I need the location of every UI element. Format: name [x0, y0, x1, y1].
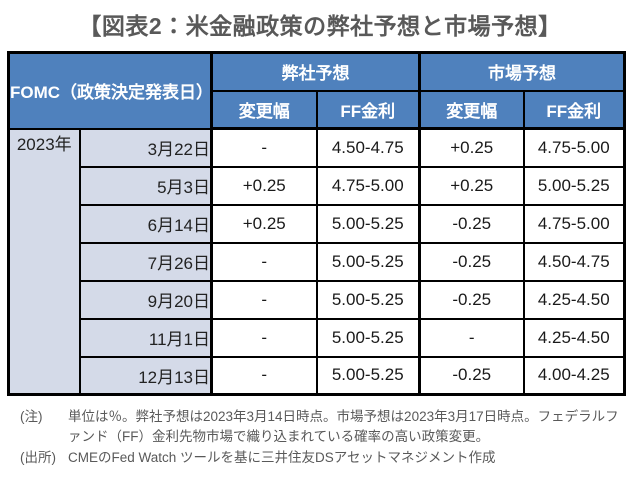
our-ff-rate-cell: 5.00-5.25 [315, 355, 421, 396]
market-ff-rate-cell: 4.00-4.25 [522, 355, 626, 396]
market-ff-rate-cell: 4.25-4.50 [522, 317, 626, 358]
table-row: 7月26日 -5.00-5.25 -0.25 4.50-4.75 [9, 241, 626, 282]
our-ff-rate-cell: 5.00-5.25 [315, 203, 421, 244]
market-forecast-header: 市場予想 [418, 51, 626, 92]
market-ff-rate-cell: 5.00-5.25 [522, 165, 626, 206]
forecast-table: FOMC（政策決定発表日） 弊社予想 市場予想 変更幅 FF金利 変更幅 FF金… [7, 51, 627, 396]
market-change-cell: -0.25 [418, 241, 525, 282]
date-cell: 5月3日 [78, 165, 213, 206]
our-change-cell: - [210, 279, 318, 320]
note-label: (注) [20, 409, 43, 424]
market-change-cell: +0.25 [418, 165, 525, 206]
fomc-header-cell: FOMC（政策決定発表日） [7, 51, 213, 130]
table-row: 11月1日 -5.00-5.25-4.25-4.50 [9, 317, 626, 358]
table-header: FOMC（政策決定発表日） 弊社予想 市場予想 変更幅 FF金利 変更幅 FF金… [7, 51, 626, 130]
date-cell: 3月22日 [78, 127, 213, 168]
year-cell: 2023年 [7, 127, 81, 396]
market-ff-rate-cell: 4.75-5.00 [522, 127, 626, 168]
date-cell: 12月13日 [78, 355, 213, 396]
our-ff-rate-cell: 5.00-5.25 [315, 241, 421, 282]
market-change-header: 変更幅 [418, 89, 525, 130]
our-ff-rate-cell: 5.00-5.25 [315, 317, 421, 358]
our-change-cell: - [210, 355, 318, 396]
our-change-cell: - [210, 127, 318, 168]
date-cell: 9月20日 [78, 279, 213, 320]
our-ff-rate-cell: 5.00-5.25 [315, 279, 421, 320]
source-label: (出所) [20, 449, 56, 465]
note-text: 単位は％。弊社予想は2023年3月14日時点。市場予想は2023年3月17日時点… [68, 409, 619, 445]
table-row: 12月13日 -5.00-5.25 -0.25 4.00-4.25 [9, 355, 626, 396]
our-ff-rate-header: FF金利 [315, 89, 421, 130]
market-ff-rate-cell: 4.25-4.50 [522, 279, 626, 320]
market-change-cell: -0.25 [418, 355, 525, 396]
table-row: 6月14日 +0.25 5.00-5.25 -0.25 4.75-5.00 [9, 203, 626, 244]
table-row: 2023年 3月22日 -4.50-4.75 +0.25 4.75-5.00 [7, 127, 626, 396]
date-cell: 6月14日 [78, 203, 213, 244]
table-row: 5月3日 +0.25 4.75-5.00 +0.25 5.00-5.25 [9, 165, 626, 206]
our-forecast-header: 弊社予想 [210, 51, 421, 92]
market-ff-rate-cell: 4.75-5.00 [522, 203, 626, 244]
table-body: 2023年 3月22日 -4.50-4.75 +0.25 4.75-5.00 5月3日 +0… [7, 127, 626, 396]
our-change-header: 変更幅 [210, 89, 318, 130]
our-change-cell: +0.25 [210, 203, 318, 244]
market-ff-rate-header: FF金利 [522, 89, 626, 130]
market-change-cell: -0.25 [418, 203, 525, 244]
market-change-cell: +0.25 [418, 127, 525, 168]
page-title: 【図表2：米金融政策の弊社予想と市場予想】 [78, 13, 562, 39]
our-change-cell: +0.25 [210, 165, 318, 206]
our-ff-rate-cell: 4.50-4.75 [315, 127, 421, 168]
date-cell: 7月26日 [78, 241, 213, 282]
footnotes: (注) 単位は％。弊社予想は2023年3月14日時点。市場予想は2023年3月1… [20, 407, 640, 468]
our-change-cell: - [210, 317, 318, 358]
table-row: 9月20日 -5.00-5.25 -0.25 4.25-4.50 [9, 279, 626, 320]
market-change-cell: -0.25 [418, 279, 525, 320]
source-text: CMEのFed Watch ツールを基に三井住友DSアセットマネジメント作成 [68, 449, 496, 465]
market-change-cell: - [418, 317, 525, 358]
our-ff-rate-cell: 4.75-5.00 [315, 165, 421, 206]
date-cell: 11月1日 [78, 317, 213, 358]
market-ff-rate-cell: 4.50-4.75 [522, 241, 626, 282]
our-change-cell: - [210, 241, 318, 282]
